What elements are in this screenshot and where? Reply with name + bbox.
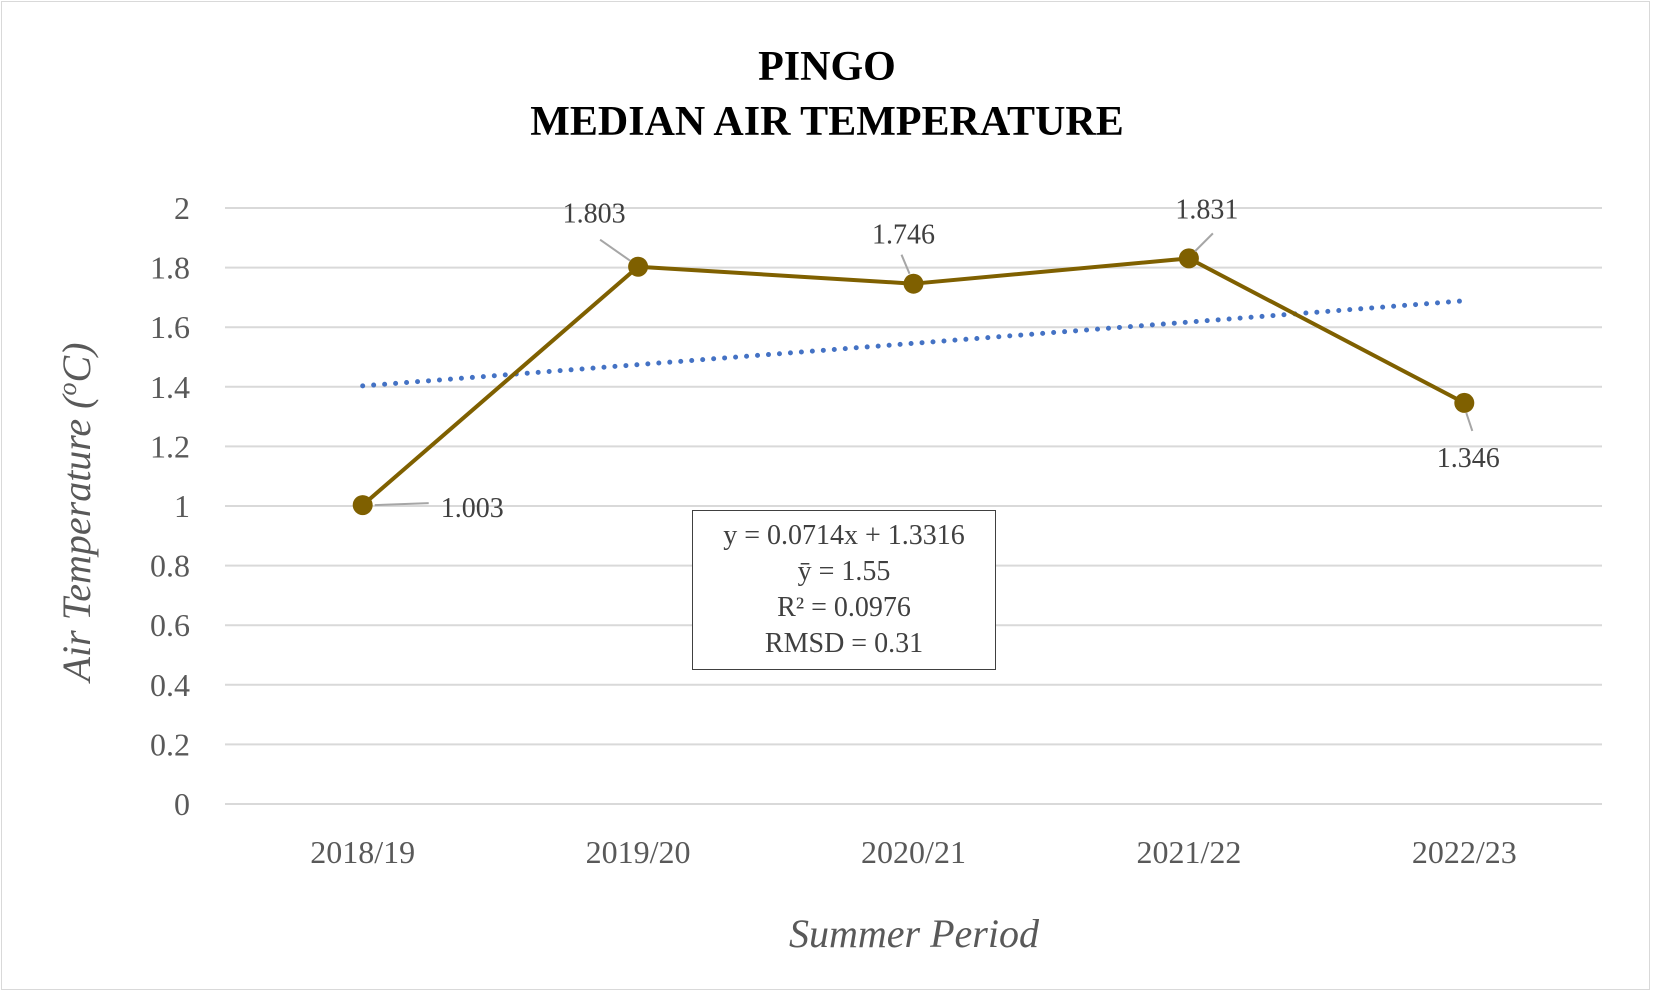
y-tick-label: 1.8 — [150, 250, 190, 286]
data-label: 1.831 — [1175, 194, 1238, 225]
leader-line — [1465, 412, 1474, 432]
y-tick-label: 0.6 — [150, 607, 190, 643]
series-line — [352, 248, 1475, 516]
x-axis-title: Summer Period — [789, 911, 1040, 956]
data-labels: 1.003 1.803 1.746 1.831 1.346 — [374, 194, 1500, 524]
r-squared: R² = 0.0976 — [777, 592, 911, 623]
y-axis-title: Air Temperature (oC) — [53, 343, 99, 685]
x-tick-label: 2020/21 — [861, 834, 966, 870]
data-label: 1.346 — [1437, 443, 1500, 474]
chart-title-line-2: MEDIAN AIR TEMPERATURE — [530, 99, 1124, 145]
leader-line — [900, 254, 911, 275]
y-axis-title-suffix: C) — [54, 343, 99, 383]
chart-title-line-1: PINGO — [758, 44, 896, 90]
y-tick-label: 1.2 — [150, 428, 190, 464]
x-tick-label: 2019/20 — [586, 834, 691, 870]
data-point — [903, 273, 924, 294]
data-label: 1.803 — [563, 199, 626, 230]
y-tick-labels: 0 0.2 0.4 0.6 0.8 1 1.2 1.4 1.6 1.8 2 — [150, 190, 190, 822]
y-tick-label: 0.2 — [150, 726, 190, 762]
data-label: 1.746 — [872, 220, 935, 251]
data-point — [352, 495, 373, 516]
mean-value: ȳ = 1.55 — [797, 556, 891, 587]
y-axis-title-superscript: o — [53, 383, 82, 396]
y-tick-label: 1 — [174, 488, 190, 524]
trend-equation: y = 0.0714x + 1.3316 — [723, 520, 965, 551]
y-tick-label: 0.8 — [150, 548, 190, 584]
leader-line — [599, 238, 631, 262]
data-point — [1454, 392, 1475, 413]
y-tick-label: 1.4 — [150, 369, 190, 405]
trendline-path — [360, 298, 1467, 389]
y-tick-label: 2 — [174, 190, 190, 226]
x-tick-label: 2022/23 — [1412, 834, 1517, 870]
data-point — [1178, 248, 1199, 269]
leader-line — [374, 502, 429, 507]
x-tick-labels: 2018/19 2019/20 2020/21 2021/22 2022/23 — [310, 834, 1516, 870]
gridlines — [225, 207, 1602, 805]
regression-stats-box: y = 0.0714x + 1.3316 ȳ = 1.55 R² = 0.097… — [692, 510, 996, 670]
series-path — [361, 256, 1466, 507]
data-point — [628, 256, 649, 277]
leader-line — [1194, 232, 1214, 253]
y-tick-label: 1.6 — [150, 309, 190, 345]
x-tick-label: 2021/22 — [1136, 834, 1241, 870]
x-tick-label: 2018/19 — [310, 834, 415, 870]
y-tick-label: 0 — [174, 786, 190, 822]
rmsd-value: RMSD = 0.31 — [764, 628, 924, 659]
trendline — [360, 298, 1467, 389]
data-label: 1.003 — [441, 493, 504, 524]
y-tick-label: 0.4 — [150, 667, 190, 703]
y-axis-title-prefix: Air Temperature ( — [54, 393, 99, 685]
